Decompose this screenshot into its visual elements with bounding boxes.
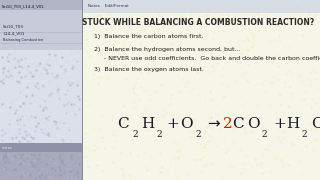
Text: 2: 2	[196, 130, 201, 139]
Text: 2: 2	[132, 130, 138, 139]
Text: H: H	[286, 117, 300, 131]
Text: 3)  Balance the oxygen atoms last.: 3) Balance the oxygen atoms last.	[94, 67, 204, 72]
Text: L14-4_V01: L14-4_V01	[3, 31, 25, 35]
Text: Sci10_T03_L14-4_V01: Sci10_T03_L14-4_V01	[2, 4, 44, 8]
Text: Sci10_T03: Sci10_T03	[3, 24, 24, 28]
Text: O: O	[247, 117, 259, 131]
Bar	[0, 143, 82, 152]
Bar	[0, 50, 82, 143]
Text: C: C	[117, 117, 128, 131]
Bar	[82, 0, 83, 180]
Text: 2: 2	[156, 130, 162, 139]
Text: STUCK WHILE BALANCING A COMBUSTION REACTION?: STUCK WHILE BALANCING A COMBUSTION REACT…	[82, 18, 315, 27]
Bar	[0, 143, 82, 180]
Text: +: +	[273, 117, 286, 131]
Text: H: H	[141, 117, 154, 131]
Text: C: C	[232, 117, 244, 131]
Text: - NEVER use odd coefficients.  Go back and double the carbon coefficients if nee: - NEVER use odd coefficients. Go back an…	[94, 56, 320, 61]
Bar	[83, 0, 320, 13]
Text: →: →	[207, 117, 220, 132]
Text: 2: 2	[261, 130, 267, 139]
Text: O: O	[180, 117, 193, 131]
Text: 1)  Balance the carbon atoms first.: 1) Balance the carbon atoms first.	[94, 34, 204, 39]
Bar	[0, 0, 82, 50]
Bar	[0, 43, 82, 44]
Bar	[0, 0, 82, 10]
Text: O: O	[311, 117, 320, 131]
Bar	[0, 32, 82, 33]
Bar	[0, 54, 82, 55]
Text: Balancing Combustion: Balancing Combustion	[3, 39, 43, 42]
Text: 2: 2	[223, 117, 233, 131]
Text: Notes    Edit/Format: Notes Edit/Format	[88, 4, 129, 8]
Text: 2)  Balance the hydrogen atoms second, but...: 2) Balance the hydrogen atoms second, bu…	[94, 47, 241, 52]
Text: +: +	[167, 117, 180, 131]
Text: notes: notes	[2, 146, 12, 150]
Bar	[83, 0, 320, 180]
Text: 2: 2	[302, 130, 308, 139]
